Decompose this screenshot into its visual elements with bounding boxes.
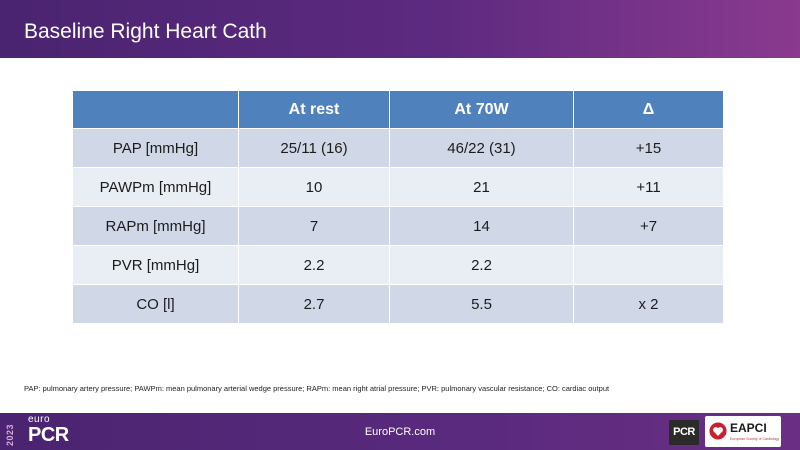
slide-title: Baseline Right Heart Cath <box>24 20 267 43</box>
row-label: PVR [mmHg] <box>72 245 239 285</box>
row-label: PAP [mmHg] <box>72 128 239 168</box>
row-label: CO [l] <box>72 284 239 324</box>
cell-delta <box>573 245 724 285</box>
header-cell-empty <box>72 90 239 129</box>
cell-at-rest: 2.7 <box>238 284 390 324</box>
table-row: PAP [mmHg] 25/11 (16) 46/22 (31) +15 <box>72 128 724 168</box>
cell-at-70w: 14 <box>389 206 574 246</box>
row-label: PAWPm [mmHg] <box>72 167 239 207</box>
website-link[interactable]: EuroPCR.com <box>364 426 436 438</box>
table-header-row: At rest At 70W Δ <box>72 90 724 129</box>
header-cell-at-70w: At 70W <box>389 90 574 129</box>
hemodynamics-table: At rest At 70W Δ PAP [mmHg] 25/11 (16) 4… <box>72 90 724 324</box>
cell-delta: +15 <box>573 128 724 168</box>
cell-at-rest: 10 <box>238 167 390 207</box>
row-label: RAPm [mmHg] <box>72 206 239 246</box>
cell-delta: +7 <box>573 206 724 246</box>
cell-at-70w: 21 <box>389 167 574 207</box>
table-row: PAWPm [mmHg] 10 21 +11 <box>72 167 724 207</box>
logo-euro-text: euro <box>28 414 51 425</box>
cell-at-rest: 2.2 <box>238 245 390 285</box>
table-row: RAPm [mmHg] 7 14 +7 <box>72 206 724 246</box>
cell-delta: x 2 <box>573 284 724 324</box>
abbreviations-footnote: PAP: pulmonary artery pressure; PAWPm: m… <box>24 384 610 393</box>
eapci-name: EAPCI <box>730 421 767 435</box>
cell-at-70w: 46/22 (31) <box>389 128 574 168</box>
table-row: CO [l] 2.7 5.5 x 2 <box>72 284 724 324</box>
header-cell-delta: Δ <box>573 90 724 129</box>
eapci-subtitle: European Society of Cardiology <box>730 437 780 441</box>
footer-bar: 2023 euro PCR EuroPCR.com PCR EAPCI Euro… <box>0 413 800 450</box>
cell-at-70w: 5.5 <box>389 284 574 324</box>
europcr-logo: euro PCR <box>28 415 69 446</box>
pcr-logo: PCR <box>669 420 699 445</box>
cell-at-70w: 2.2 <box>389 245 574 285</box>
title-bar: Baseline Right Heart Cath <box>0 0 800 58</box>
table-row: PVR [mmHg] 2.2 2.2 <box>72 245 724 285</box>
eapci-logo: EAPCI European Society of Cardiology <box>705 416 781 447</box>
cell-delta: +11 <box>573 167 724 207</box>
heart-icon <box>709 422 727 440</box>
header-cell-at-rest: At rest <box>238 90 390 129</box>
logo-pcr-text: PCR <box>28 424 69 446</box>
cell-at-rest: 7 <box>238 206 390 246</box>
cell-at-rest: 25/11 (16) <box>238 128 390 168</box>
